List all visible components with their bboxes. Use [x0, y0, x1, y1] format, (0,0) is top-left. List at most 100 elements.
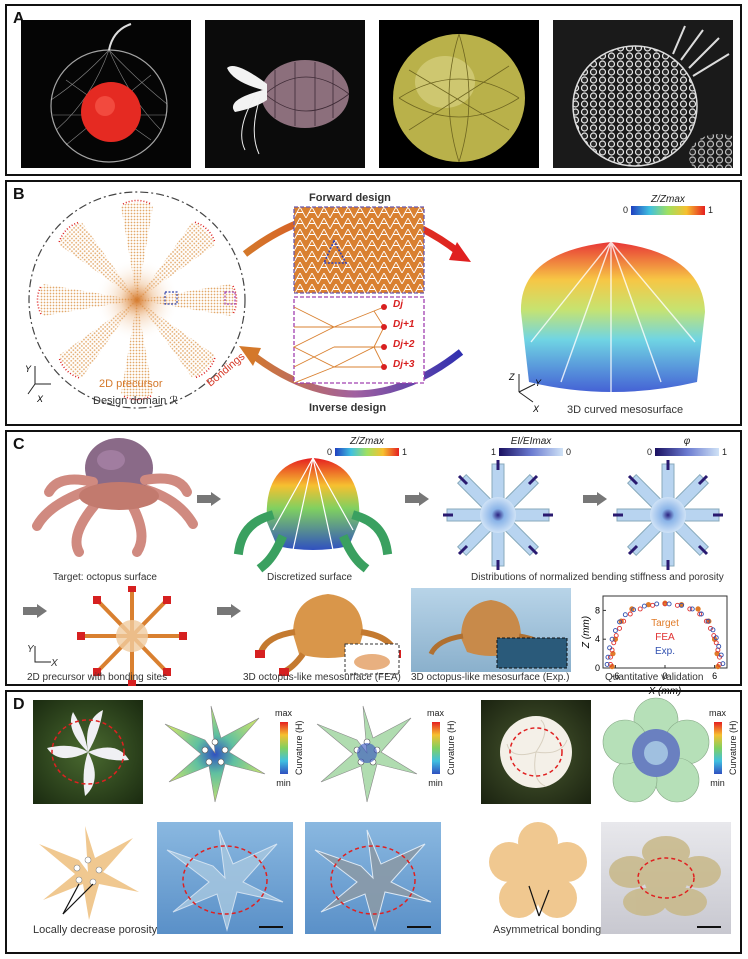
axes-x: X: [51, 658, 58, 669]
svg-text:X: X: [532, 404, 540, 414]
design-domain-diagram: Y X: [25, 191, 246, 409]
arrow-4: [23, 604, 47, 618]
colorbar-ei: EI/EImax 1 0: [491, 436, 571, 457]
flower-curvature: [602, 697, 710, 803]
colorbar-c-z: Z/Zmax 0 1: [327, 436, 407, 457]
star-curvature-1: [164, 705, 266, 803]
point-exp: [718, 652, 724, 658]
point-exp: [713, 635, 719, 641]
caption-bondings: Asymmetrical bondings: [493, 924, 607, 936]
point-fea: [687, 606, 693, 612]
caption-exp: 3D octopus-like mesosurface (Exp.): [411, 672, 570, 683]
inverse-design-label: Inverse design: [309, 402, 387, 414]
y-tick-label: 4: [595, 634, 600, 644]
point-fea: [717, 661, 723, 667]
arrow-3: [583, 492, 607, 506]
point-target: [695, 606, 701, 612]
point-fea: [613, 633, 619, 639]
panel-label: D: [13, 696, 25, 713]
colorbar-phi: φ 0 1: [647, 436, 727, 457]
point-fea: [697, 611, 703, 617]
flower-precursor: [489, 822, 587, 918]
star-curvature-2: [316, 705, 418, 803]
curvature-colorbar-1: max min Curvature (H): [275, 708, 304, 788]
caption-fea: 3D octopus-like mesosurface (FEA): [243, 672, 401, 683]
caption-target: Target: octopus surface: [53, 572, 157, 583]
arrow-2: [405, 492, 429, 506]
svg-text:Y: Y: [25, 364, 32, 374]
design-domain-label: Design domain ℛ: [93, 395, 179, 407]
point-exp: [689, 606, 695, 612]
colorbar-left: 0: [647, 447, 653, 457]
svg-text:Y: Y: [535, 378, 542, 388]
panel-d: D max min Curvature (H) max min: [5, 690, 742, 954]
panel-a: A: [5, 4, 742, 176]
curv-min: min: [428, 778, 443, 788]
svg-text:X: X: [36, 394, 44, 404]
point-exp: [604, 661, 610, 667]
photo-radiolarian: [553, 20, 733, 168]
point-exp: [654, 601, 660, 607]
point-fea: [703, 618, 709, 624]
point-fea: [617, 625, 622, 631]
x-tick-label: 0: [662, 671, 667, 681]
mesosurface-label: 3D curved mesosurface: [567, 404, 684, 416]
photo-flower-calyx: [205, 20, 365, 168]
star-exp-photo-2: [305, 822, 441, 934]
axes-y: Y: [27, 644, 34, 655]
point-exp: [679, 602, 684, 608]
discretized-surface: [233, 457, 393, 573]
point-exp: [705, 618, 711, 624]
stiffness-distribution: [443, 460, 553, 570]
point-exp: [720, 661, 726, 667]
curv-max: max: [427, 708, 445, 718]
porosity-distribution: [613, 460, 723, 570]
panel-c: C Target: octopus surface Z/Zmax 0: [5, 430, 742, 697]
point-exp: [710, 627, 716, 633]
point-exp: [607, 645, 613, 651]
point-fea: [708, 625, 713, 631]
point-exp: [617, 619, 622, 625]
d-label-j2: Dj+2: [393, 339, 415, 350]
arrow-5: [217, 604, 241, 618]
forward-design-label: Forward design: [309, 192, 391, 204]
panel-label: B: [13, 186, 25, 203]
colorbar-z: Z/Zmax 0 1: [623, 194, 713, 215]
curvature-colorbar-2: max min Curvature (H): [427, 708, 456, 788]
mesosurface-3d: Z Y X: [508, 241, 705, 414]
octopus-photo: [32, 438, 198, 557]
curv-title: Curvature (H): [294, 720, 305, 776]
colorbar-left: 1: [491, 447, 497, 457]
d-label-j1: Dj+1: [393, 319, 415, 330]
star-precursor: [39, 826, 139, 920]
point-exp: [666, 601, 672, 607]
point-fea: [607, 654, 613, 660]
legend-fea: FEA: [655, 632, 675, 643]
point-fea: [713, 640, 719, 646]
point-fea: [674, 602, 680, 608]
point-exp: [622, 612, 628, 618]
flower-exp-photo: [601, 822, 731, 934]
caption-quant: Quantitative validation: [605, 672, 704, 683]
photo-physalis: [21, 20, 191, 168]
caption-precursor: 2D precursor with bonding sites: [27, 672, 168, 683]
x-tick-label: -6: [611, 671, 619, 681]
gardenia-flower-photo: [481, 700, 591, 804]
caption-porosity: Locally decrease porosity: [33, 924, 158, 936]
star-exp-photo-1: [157, 822, 293, 934]
curv-max: max: [709, 708, 727, 718]
axes-xy-c: [34, 646, 51, 663]
pinwheel-flower-photo: [33, 700, 143, 804]
panel-label: A: [13, 10, 25, 27]
curv-title: Curvature (H): [446, 720, 457, 776]
mesh-zoom-inset: [292, 206, 425, 384]
octopus-exp-photo: [411, 588, 571, 672]
d-label-j3: Dj+3: [393, 359, 415, 370]
point-exp: [641, 603, 647, 609]
panel-label: C: [13, 436, 25, 453]
colorbar-title: Z/Zmax: [651, 194, 685, 205]
svg-text:Z: Z: [508, 372, 515, 382]
curv-min: min: [276, 778, 291, 788]
y-tick-label: 8: [595, 605, 600, 615]
